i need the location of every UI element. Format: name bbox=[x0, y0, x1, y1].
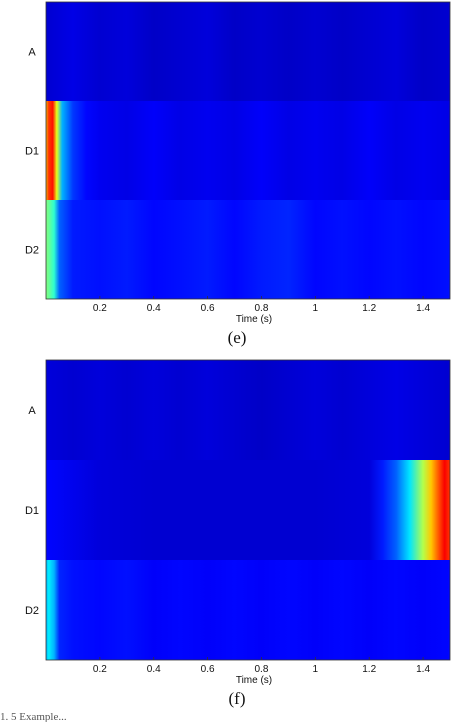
x-tick-label: 0.2 bbox=[93, 303, 107, 314]
heatmap-f: A D1 D2 0.2 0.4 0.6 0.8 1 1.2 1.4 Time (s) bbox=[25, 359, 451, 686]
heatmap-row-d2 bbox=[46, 560, 450, 660]
heatmap-row-a bbox=[46, 360, 450, 460]
x-tick-label: 0.8 bbox=[255, 664, 269, 675]
row-label-a: A bbox=[28, 47, 36, 59]
row-label-d2: D2 bbox=[25, 605, 39, 617]
row-label-d1: D1 bbox=[25, 146, 39, 158]
row-label-d2: D2 bbox=[25, 245, 39, 257]
x-tick-label: 1.2 bbox=[362, 664, 376, 675]
heatmap-row-d1 bbox=[46, 460, 450, 560]
x-axis-label: Time (s) bbox=[236, 314, 272, 325]
x-tick-label: 0.8 bbox=[255, 303, 269, 314]
x-axis-label: Time (s) bbox=[236, 675, 272, 686]
x-tick-label: 0.4 bbox=[147, 303, 161, 314]
panel-label-e: (e) bbox=[227, 328, 247, 347]
x-tick-label: 0.6 bbox=[201, 664, 215, 675]
panel-label-f: (f) bbox=[228, 689, 246, 708]
heatmap-row-d1 bbox=[46, 101, 450, 200]
x-tick-label: 1.4 bbox=[416, 664, 430, 675]
x-tick-label: 0.6 bbox=[201, 303, 215, 314]
x-tick-label: 0.2 bbox=[93, 664, 107, 675]
heatmap-e: A D1 D2 0.2 0.4 0.6 0.8 1 1.2 1.4 Time (s) bbox=[25, 1, 451, 325]
x-tick-label: 1.2 bbox=[362, 303, 376, 314]
heatmap-row-a bbox=[46, 2, 450, 101]
heatmap-panel-f: A D1 D2 0.2 0.4 0.6 0.8 1 1.2 1.4 Time (s) (f) bbox=[0, 356, 474, 712]
plot-frame bbox=[45, 359, 451, 661]
plot-frame bbox=[45, 1, 451, 300]
x-tick-label: 1 bbox=[313, 303, 319, 314]
row-label-a: A bbox=[28, 405, 36, 417]
row-label-d1: D1 bbox=[25, 505, 39, 517]
x-tick-label: 1 bbox=[313, 664, 319, 675]
heatmap-panel-e: A D1 D2 0.2 0.4 0.6 0.8 1 1.2 1.4 Time (s) (e) bbox=[0, 0, 474, 350]
heatmap-row-d2 bbox=[46, 200, 450, 299]
x-tick-label: 1.4 bbox=[416, 303, 430, 314]
figure-caption: 1. 5 Example... bbox=[0, 712, 67, 722]
x-tick-label: 0.4 bbox=[147, 664, 161, 675]
